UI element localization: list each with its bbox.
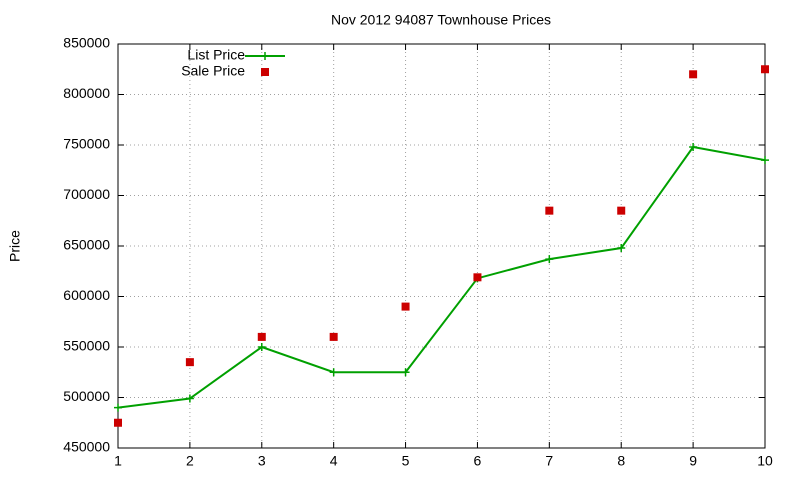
y-tick-label: 450000 [63, 439, 110, 455]
point-marker [617, 206, 626, 215]
point-marker [329, 368, 338, 377]
point-marker [761, 65, 769, 74]
x-tick-label: 4 [330, 453, 338, 469]
y-tick-label: 750000 [63, 136, 110, 152]
y-tick-label: 650000 [63, 237, 110, 253]
point-marker [473, 273, 482, 282]
y-tick-label: 700000 [63, 186, 110, 202]
point-marker [689, 143, 698, 152]
x-tick-label: 7 [545, 453, 553, 469]
x-tick-label: 9 [689, 453, 697, 469]
point-marker [401, 302, 410, 311]
y-tick-label: 500000 [63, 388, 110, 404]
point-marker [185, 358, 194, 367]
point-marker [329, 332, 338, 341]
plot-frame [117, 43, 766, 449]
legend-label: Sale Price [181, 63, 245, 79]
point-marker [545, 206, 554, 215]
series-line [117, 145, 766, 409]
legend-label: List Price [187, 47, 245, 63]
y-axis-label: Price [7, 230, 23, 262]
legend-swatch [261, 68, 269, 76]
point-marker [401, 368, 410, 377]
point-marker [114, 418, 122, 427]
y-tick-label: 800000 [63, 85, 110, 101]
x-tick-label: 3 [258, 453, 266, 469]
y-tick-label: 850000 [63, 35, 110, 51]
y-tick-label: 550000 [63, 338, 110, 354]
point-marker [114, 403, 122, 412]
point-marker [617, 244, 626, 253]
x-tick-label: 2 [186, 453, 194, 469]
point-marker [689, 70, 698, 79]
x-tick-label: 8 [617, 453, 625, 469]
legend-swatch [261, 52, 269, 60]
point-marker [761, 156, 769, 165]
x-tick-label: 5 [402, 453, 410, 469]
point-marker [185, 394, 194, 403]
chart-title: Nov 2012 94087 Townhouse Prices [331, 12, 551, 28]
point-marker [545, 255, 554, 264]
point-marker [257, 332, 266, 341]
x-tick-label: 10 [757, 453, 773, 469]
x-tick-label: 6 [474, 453, 482, 469]
point-marker [257, 343, 266, 351]
y-tick-label: 600000 [63, 287, 110, 303]
x-tick-label: 1 [114, 453, 122, 469]
